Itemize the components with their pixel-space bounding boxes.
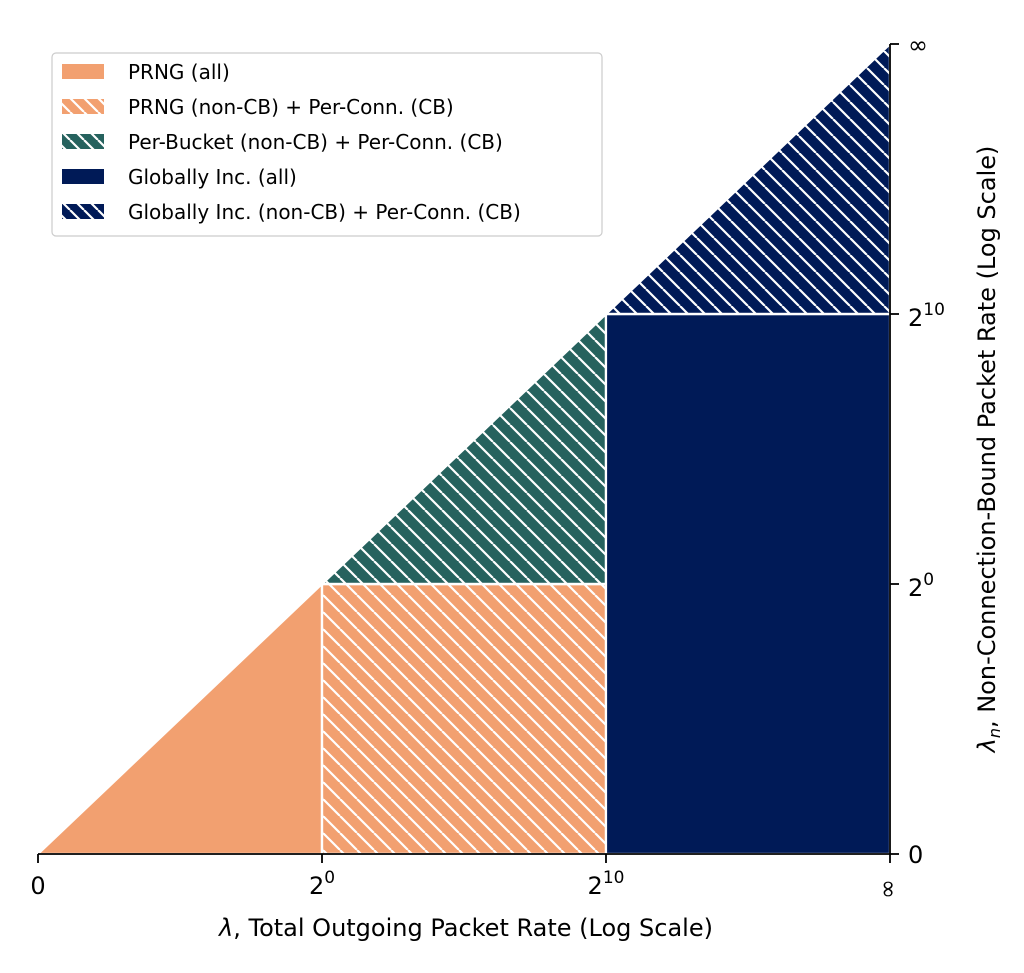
tick-label: 0 [908,841,923,869]
tick-label-base: 2 [908,304,923,332]
tick-label: ∞ [875,879,903,899]
legend-label: Globally Inc. (non-CB) + Per-Conn. (CB) [128,200,521,224]
region-prng-all [35,581,324,856]
legend-swatch-hatch [62,99,104,114]
y-axis-label-subscript: n [985,728,1004,738]
tick-label: 210 [908,300,945,332]
legend-entry-per-bucket-non-cb-per-conn-cb: Per-Bucket (non-CB) + Per-Conn. (CB) [62,130,503,154]
legend-swatch [62,64,104,79]
y-axis-label: λn, Non-Connection-Bound Packet Rate (Lo… [973,146,1004,755]
x-axis-label-text: , Total Outgoing Packet Rate (Log Scale) [233,914,713,942]
legend-entry-globally-inc-non-cb-per-conn-cb: Globally Inc. (non-CB) + Per-Conn. (CB) [62,200,521,224]
tick-label-base: 2 [588,872,603,900]
legend-label: PRNG (non-CB) + Per-Conn. (CB) [128,95,454,119]
tick-label: 210 [588,868,625,900]
tick-label: 20 [309,868,335,900]
tick-label-exponent: 10 [603,868,625,888]
tick-label: 20 [908,570,934,602]
tick-label-base: ∞ [875,879,903,899]
tick-label-exponent: 0 [324,868,335,888]
x-axis-label-symbol: λ [217,914,233,942]
legend-label: Globally Inc. (all) [128,165,297,189]
region-per-bucket-non-cb-per-conn-cb [319,311,608,586]
region-hatch [603,41,892,316]
tick-label-base: 0 [908,841,923,869]
x-axis-label: λ, Total Outgoing Packet Rate (Log Scale… [217,914,713,942]
region-globally-inc-all [604,312,892,856]
region-fill [604,312,892,856]
tick-label-base: 0 [30,872,45,900]
legend: PRNG (all) PRNG (non-CB) + Per-Conn. (CB)… [51,52,603,237]
legend-swatch-hatch [62,134,104,149]
x-ticks: 0 20 210∞ [30,854,903,900]
tick-label-base: ∞ [908,31,928,59]
region-hatch [320,582,608,856]
legend-entry-prng-non-cb-per-conn-cb: PRNG (non-CB) + Per-Conn. (CB) [62,95,454,119]
tick-label-exponent: 0 [923,570,934,590]
y-axis-label-symbol: λ [973,738,1001,754]
tick-label-exponent: 10 [923,300,945,320]
legend-swatch-hatch [62,204,104,219]
tick-label: ∞ [908,31,928,59]
legend-frame [51,52,603,237]
legend-entry-globally-inc-all: Globally Inc. (all) [62,165,297,189]
tick-label-base: 2 [309,872,324,900]
legend-entries: PRNG (all) PRNG (non-CB) + Per-Conn. (CB)… [62,60,521,224]
region-fill [35,581,324,856]
legend-label: PRNG (all) [128,60,230,84]
tick-label: 0 [30,872,45,900]
region-prng-non-cb-per-conn-cb [320,582,608,856]
legend-swatch [62,169,104,184]
legend-entry-prng-all: PRNG (all) [62,60,230,84]
legend-label: Per-Bucket (non-CB) + Per-Conn. (CB) [128,130,503,154]
region-hatch [319,311,608,586]
tick-label-base: 2 [908,574,923,602]
region-globally-inc-non-cb-per-conn-cb [603,41,892,316]
y-axis-label-text: , Non-Connection-Bound Packet Rate (Log … [973,146,1001,728]
plot-regions [35,41,892,856]
